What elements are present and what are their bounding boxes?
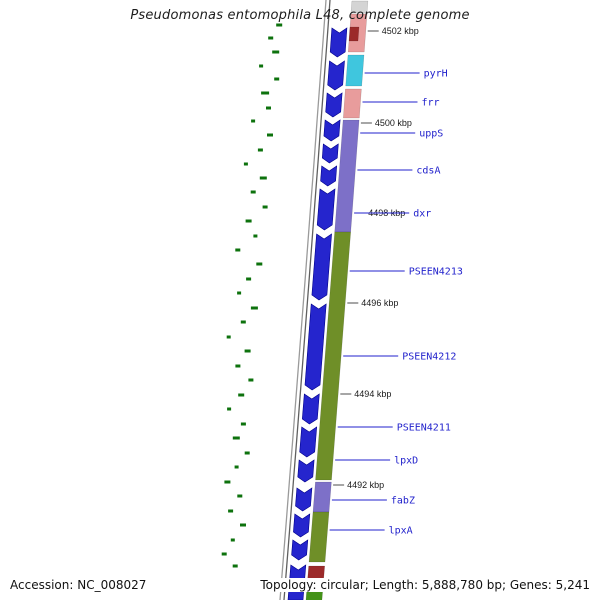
gc-content-mark xyxy=(266,106,271,110)
gc-content-mark xyxy=(256,262,263,266)
gc-content-mark xyxy=(234,465,239,469)
gc-content-mark xyxy=(230,538,235,542)
gene-arrow[interactable] xyxy=(320,165,338,187)
gene-label[interactable]: fabZ xyxy=(391,496,415,507)
gc-content-mark xyxy=(227,407,232,411)
category-segment[interactable] xyxy=(334,119,360,233)
gc-content-mark xyxy=(244,349,251,353)
category-segment[interactable] xyxy=(348,26,360,42)
position-tick-label: 4494 kbp xyxy=(354,389,391,399)
gene-label[interactable]: PSEEN4212 xyxy=(402,352,456,363)
gc-content-mark xyxy=(244,451,250,455)
gc-content-mark xyxy=(221,552,227,556)
gene-label[interactable]: lpxD xyxy=(394,456,418,467)
gc-content-mark xyxy=(240,320,246,324)
gene-label[interactable]: frr xyxy=(422,98,440,109)
gc-content-mark xyxy=(261,91,270,95)
gc-content-mark xyxy=(243,162,248,166)
genome-stats-text: Topology: circular; Length: 5,888,780 bp… xyxy=(258,578,592,592)
category-segment[interactable] xyxy=(345,54,365,87)
category-segment[interactable] xyxy=(308,511,330,563)
gene-arrow[interactable] xyxy=(329,27,348,58)
gene-arrow[interactable] xyxy=(321,143,339,164)
gc-content-mark xyxy=(262,205,268,209)
gc-content-mark xyxy=(245,219,252,223)
gc-content-mark xyxy=(250,190,256,194)
gene-label[interactable]: lpxA xyxy=(389,526,413,537)
gc-content-mark xyxy=(235,364,241,368)
gc-content-mark xyxy=(268,36,274,40)
backbone-line xyxy=(283,0,331,600)
gene-label[interactable]: PSEEN4211 xyxy=(397,423,451,434)
gene-arrow[interactable] xyxy=(295,487,313,512)
gene-arrow[interactable] xyxy=(301,393,320,425)
gc-content-mark xyxy=(224,480,231,484)
status-bar: Accession: NC_008027 Topology: circular;… xyxy=(0,578,600,592)
gene-arrow[interactable] xyxy=(316,188,336,231)
gc-content-mark xyxy=(228,509,234,513)
backbone-line xyxy=(279,0,327,600)
gene-arrow[interactable] xyxy=(323,119,341,142)
gene-arrow[interactable] xyxy=(297,459,315,483)
gc-content-mark xyxy=(272,50,280,54)
gc-content-mark xyxy=(257,148,263,152)
gene-label[interactable]: cdsA xyxy=(416,166,440,177)
gc-content-mark xyxy=(267,133,273,137)
gene-label[interactable]: PSEEN4213 xyxy=(409,267,463,278)
category-segment[interactable] xyxy=(315,231,351,481)
gc-content-mark xyxy=(274,77,280,81)
gc-content-mark xyxy=(237,291,242,295)
gc-content-mark xyxy=(246,277,252,281)
category-segment[interactable] xyxy=(350,0,369,14)
gc-content-mark xyxy=(240,422,246,426)
gene-arrow[interactable] xyxy=(304,303,327,391)
position-tick-label: 4500 kbp xyxy=(375,118,412,128)
gc-content-mark xyxy=(232,564,238,568)
gc-content-mark xyxy=(237,494,243,498)
gene-arrow[interactable] xyxy=(327,60,345,91)
gene-arrow[interactable] xyxy=(293,513,311,538)
gene-label[interactable]: uppS xyxy=(419,129,443,140)
gc-content-mark xyxy=(259,176,267,180)
gc-content-mark xyxy=(248,378,254,382)
gc-content-mark xyxy=(253,234,258,238)
gc-content-mark xyxy=(259,64,264,68)
gc-content-mark xyxy=(250,306,258,310)
gene-arrow[interactable] xyxy=(291,539,309,561)
gc-content-mark xyxy=(251,119,256,123)
map-title: Pseudomonas entomophila L48, complete ge… xyxy=(130,8,470,23)
category-segment[interactable] xyxy=(343,88,362,119)
position-tick-label: 4502 kbp xyxy=(382,26,419,36)
gc-content-mark xyxy=(238,393,245,397)
gc-content-mark xyxy=(276,23,283,27)
position-tick-label: 4496 kbp xyxy=(361,298,398,308)
accession-text: Accession: NC_008027 xyxy=(8,578,149,592)
gc-content-mark xyxy=(226,335,231,339)
gc-content-mark xyxy=(232,436,240,440)
gc-content-mark xyxy=(235,248,241,252)
category-segment[interactable] xyxy=(312,481,332,513)
gene-arrow[interactable] xyxy=(311,233,332,301)
gene-label[interactable]: dxr xyxy=(413,209,431,220)
gene-arrow[interactable] xyxy=(299,426,318,458)
position-tick-label: 4492 kbp xyxy=(347,480,384,490)
gc-content-mark xyxy=(240,523,246,527)
gene-arrow[interactable] xyxy=(325,92,343,118)
gene-label[interactable]: pyrH xyxy=(424,69,448,80)
